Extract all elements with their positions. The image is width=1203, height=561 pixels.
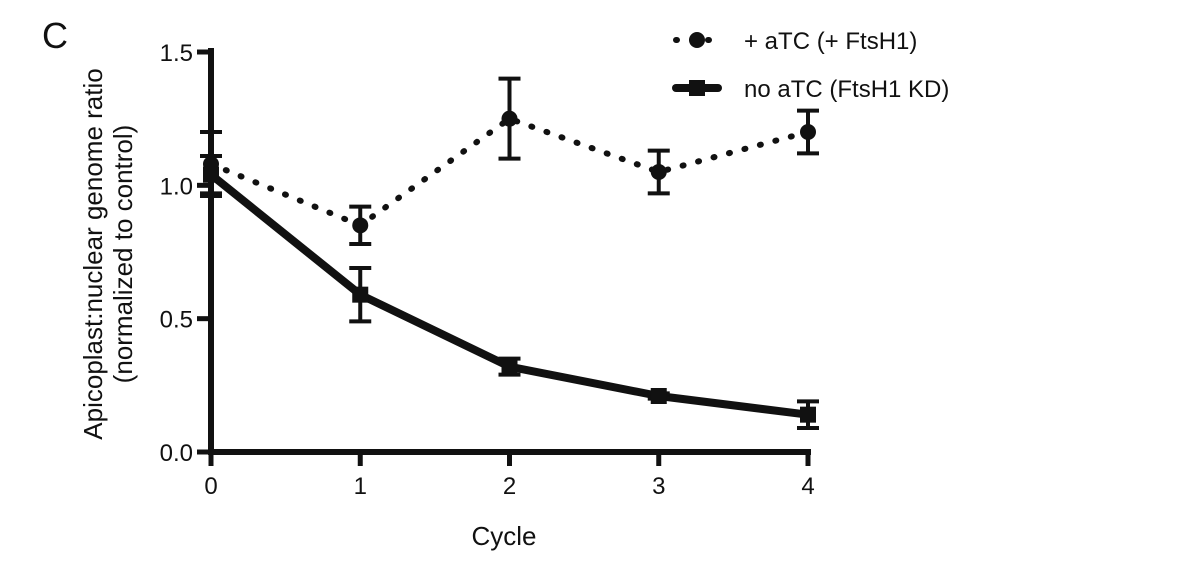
legend-marker-1 (689, 80, 705, 96)
x-tick-label-1: 1 (354, 473, 367, 500)
series-0-point-2 (501, 110, 518, 127)
axes-layer: 0.0 0.5 1.0 1.5 0 1 2 3 4 (160, 40, 815, 500)
x-tick-label-3: 3 (652, 473, 665, 500)
series-1-line (207, 170, 812, 419)
y-tick-label-0: 0.0 (160, 440, 193, 467)
y-tick-label-2: 1.0 (160, 173, 193, 200)
series-1 (200, 154, 819, 430)
series-0-point-4 (800, 124, 816, 140)
y-axis-title-line2: (normalized to control) (108, 125, 138, 384)
legend-label-0: + aTC (+ FtsH1) (744, 28, 917, 55)
legend-label-1: no aTC (FtsH1 KD) (744, 76, 949, 103)
y-axis-title-line1: Apicoplast:nuclear genome ratio (78, 68, 108, 439)
x-tick-label-2: 2 (503, 473, 516, 500)
series-1-point-2 (501, 358, 518, 375)
x-tick-label-0: 0 (204, 473, 217, 500)
series-0-point-3 (650, 164, 667, 180)
x-tick-label-4: 4 (801, 473, 814, 500)
y-axis-title: Apicoplast:nuclear genome ratio (normali… (78, 68, 138, 439)
legend: + aTC (+ FtsH1) no aTC (FtsH1 KD) (672, 28, 949, 103)
legend-entry-0: + aTC (+ FtsH1) (673, 28, 917, 55)
series-0 (200, 76, 819, 246)
series-1-point-4 (800, 406, 816, 423)
series-0-point-1 (352, 217, 369, 234)
legend-marker-0 (689, 32, 705, 48)
legend-entry-1: no aTC (FtsH1 KD) (672, 76, 949, 103)
series-layer (200, 76, 819, 430)
series-1-point-1 (352, 286, 369, 303)
y-tick-label-1: 0.5 (160, 307, 193, 334)
y-tick-label-3: 1.5 (160, 40, 193, 67)
panel-label: C (42, 15, 68, 56)
series-1-point-3 (650, 388, 667, 404)
x-axis-title: Cycle (471, 521, 536, 551)
